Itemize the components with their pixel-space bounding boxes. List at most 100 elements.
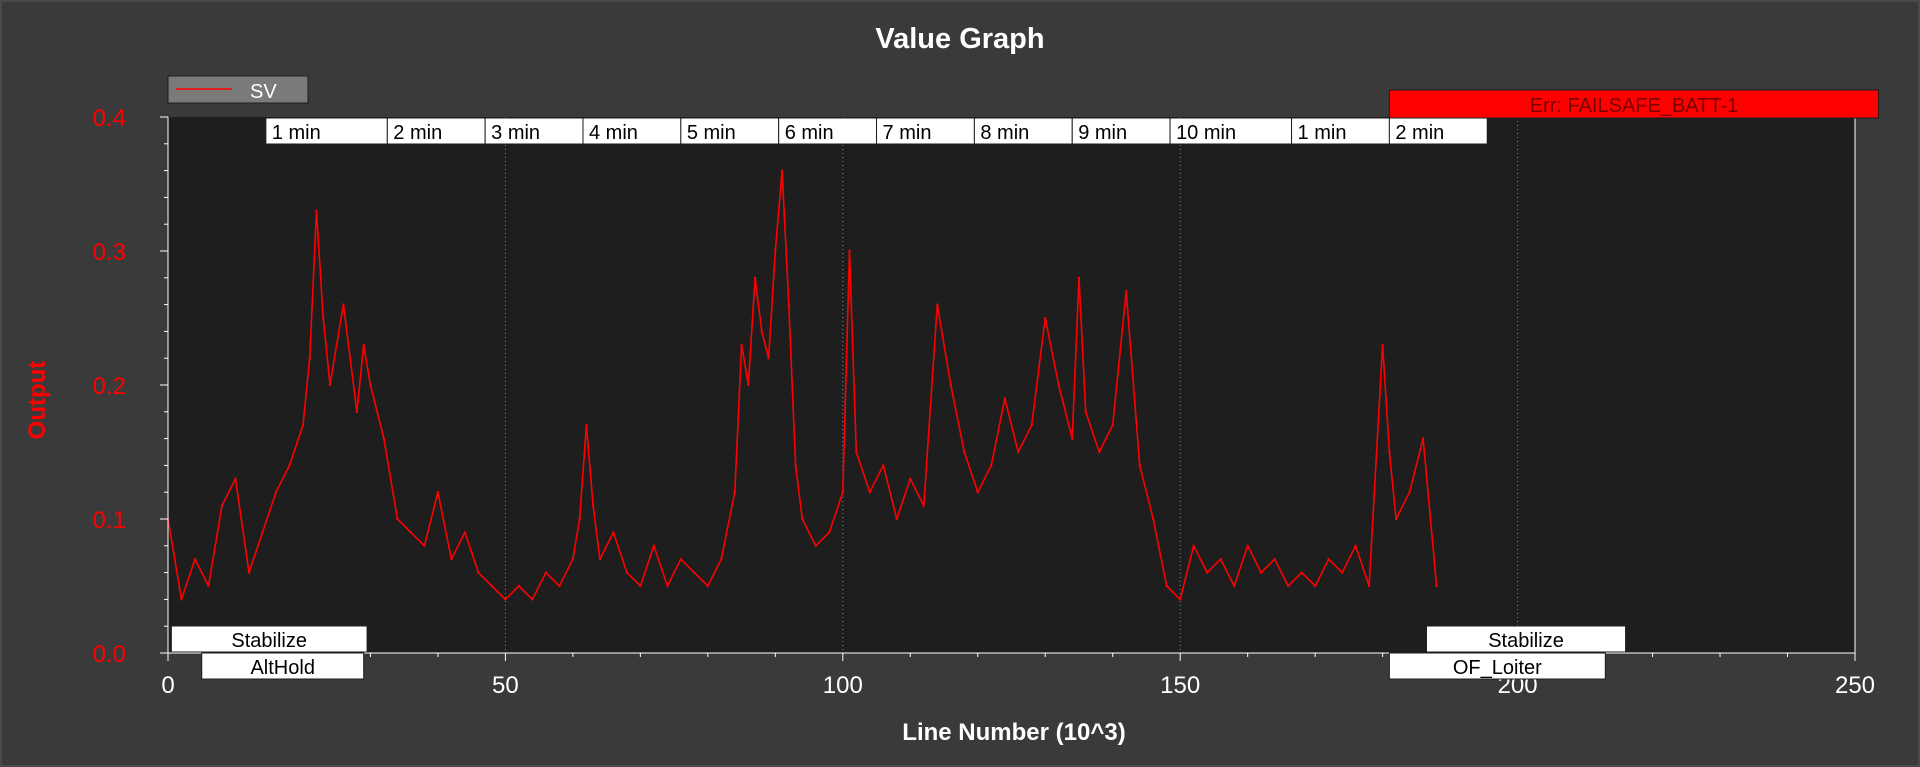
data-point [666,584,669,588]
time-marker-box [876,117,975,145]
data-point [490,584,494,588]
data-point [322,316,325,320]
data-point [1219,558,1222,561]
data-point [1071,437,1074,440]
data-point [1313,584,1317,588]
y-tick-label: 0.4 [93,105,126,132]
data-point [517,584,521,588]
time-marker-label: 1 min [1298,122,1347,144]
data-point [780,169,784,172]
y-tick-label: 0.0 [93,641,126,668]
x-tick-label: 100 [823,672,863,699]
y-tick-label: 0.3 [93,239,126,266]
data-point [585,424,588,427]
data-point [193,558,197,561]
y-tick-label: 0.2 [93,373,126,400]
data-point [234,477,237,480]
data-point [909,477,912,480]
data-point [288,464,291,467]
data-point [1408,491,1411,494]
time-marker-label: 10 min [1176,122,1236,144]
y-tick-label: 0.1 [93,507,126,534]
series-layer [166,169,1438,601]
legend: SV [167,75,309,104]
data-point [1138,464,1141,467]
legend-entry-sv: SV [250,81,277,103]
data-point [814,544,818,547]
time-markers: 1 min 2 min 3 min 4 min 5 min 6 min 7 min 8 min… [265,89,1880,145]
data-point [578,517,581,521]
data-point [436,491,440,494]
time-marker-label: 5 min [687,122,736,144]
error-event-box [1388,89,1880,119]
data-point [625,571,629,574]
data-point [740,343,743,346]
data-point [963,450,966,454]
x-axis-label: Line Number (10^3) [902,719,1125,746]
data-point [794,464,797,467]
time-marker-box [386,117,486,145]
data-point [612,531,615,534]
data-point [1057,383,1060,387]
data-point [693,571,696,574]
data-point [396,517,399,521]
time-marker-label: 2 min [1395,122,1444,144]
time-marker-label: 7 min [883,122,932,144]
data-point [1084,410,1087,413]
series-line-sv [167,169,1438,601]
data-point [1165,584,1168,588]
time-marker-box [1388,117,1488,145]
time-marker-label: 3 min [491,122,540,144]
mode-label-box [1426,625,1627,653]
data-point [180,598,183,601]
y-axis-label: Output [24,361,51,440]
time-marker-box [1071,117,1171,145]
data-point [652,544,656,547]
data-point [1421,437,1425,440]
data-point [301,424,305,427]
data-point [1340,571,1344,574]
data-point [423,544,426,547]
data-point [767,357,770,360]
data-point [774,249,777,253]
data-point [355,410,359,413]
data-point [753,276,757,279]
data-point [261,531,264,534]
x-tick-label: 0 [161,672,174,699]
time-marker-box [484,117,584,145]
data-point [1246,544,1249,547]
data-point [450,558,453,561]
x-tick-label: 50 [492,672,519,699]
time-marker-box [680,117,780,145]
data-point [1232,584,1236,588]
data-point [369,383,372,387]
data-point [477,571,480,574]
data-point [976,491,979,494]
data-point [1111,424,1114,427]
data-point [1367,584,1371,588]
data-point [1044,316,1047,320]
time-marker-box [973,117,1073,145]
time-marker-label: 2 min [393,122,442,144]
data-point [868,491,871,494]
data-point [1192,544,1195,547]
data-point [922,504,925,507]
mode-label: AltHold [250,657,314,679]
data-point [990,464,993,467]
data-point [639,584,642,588]
time-marker-label: 6 min [785,122,834,144]
time-marker-label: 4 min [589,122,638,144]
data-point [342,303,345,306]
data-point [1030,424,1033,427]
mode-label-box [170,625,368,653]
time-marker-label: 1 min [272,122,321,144]
data-point [733,491,737,494]
mode-label: OF_Loiter [1453,657,1542,679]
data-point [558,584,561,588]
data-point [1017,450,1020,454]
flight-mode-labels: Stabilize AltHold Stabilize OF_Loiter [170,625,1627,680]
data-point [1003,397,1006,400]
data-point [328,383,332,387]
data-point [504,598,507,601]
